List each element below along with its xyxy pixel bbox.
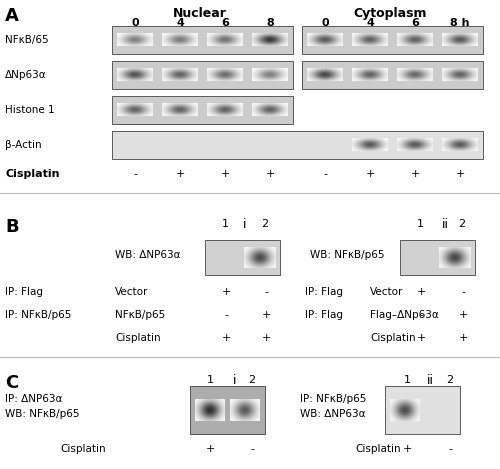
Bar — [112, 26, 293, 53]
Text: 1: 1 — [206, 375, 214, 385]
Text: 1: 1 — [416, 219, 424, 229]
Text: Cisplatin: Cisplatin — [355, 444, 401, 454]
Text: WB: ΔNP63α: WB: ΔNP63α — [300, 408, 366, 419]
Text: +: + — [222, 287, 230, 297]
Text: Histone 1: Histone 1 — [5, 106, 54, 115]
Text: +: + — [402, 444, 411, 454]
Text: IP: Flag: IP: Flag — [305, 310, 343, 320]
Text: 0: 0 — [321, 17, 329, 28]
Text: WB: ΔNP63α: WB: ΔNP63α — [115, 250, 180, 260]
Text: -: - — [461, 287, 465, 297]
Text: WB: NFκB/p65: WB: NFκB/p65 — [5, 408, 80, 419]
Bar — [112, 96, 293, 124]
Text: C: C — [5, 373, 18, 392]
Text: +: + — [456, 169, 464, 179]
Text: +: + — [458, 310, 468, 320]
Text: IP: NFκB/p65: IP: NFκB/p65 — [5, 310, 71, 320]
Text: +: + — [262, 310, 270, 320]
Text: -: - — [448, 444, 452, 454]
Text: +: + — [206, 444, 214, 454]
Text: -: - — [250, 444, 254, 454]
Text: Flag–ΔNp63α: Flag–ΔNp63α — [370, 310, 439, 320]
Text: 2: 2 — [458, 219, 466, 229]
Text: 1: 1 — [222, 219, 228, 229]
Bar — [190, 386, 265, 434]
Text: -: - — [323, 169, 327, 179]
Text: β-Actin: β-Actin — [5, 140, 42, 151]
Bar — [385, 386, 460, 434]
Text: 2: 2 — [446, 375, 454, 385]
Text: Vector: Vector — [115, 287, 148, 297]
Text: i: i — [233, 373, 237, 386]
Bar — [205, 241, 280, 275]
Text: A: A — [5, 7, 19, 25]
Text: 8 h: 8 h — [450, 17, 470, 28]
Text: +: + — [262, 333, 270, 343]
Text: +: + — [266, 169, 274, 179]
Text: -: - — [224, 310, 228, 320]
Text: +: + — [458, 333, 468, 343]
Text: Cisplatin: Cisplatin — [115, 333, 160, 343]
Text: ii: ii — [426, 373, 434, 386]
Text: 2: 2 — [262, 219, 268, 229]
Text: Cytoplasm: Cytoplasm — [353, 7, 427, 20]
Bar — [112, 61, 293, 89]
Bar — [302, 61, 483, 89]
Text: +: + — [222, 333, 230, 343]
Text: ΔNp63α: ΔNp63α — [5, 70, 46, 80]
Text: WB: NFκB/p65: WB: NFκB/p65 — [310, 250, 384, 260]
Bar — [112, 131, 483, 159]
Bar — [302, 26, 483, 53]
Text: i: i — [243, 219, 247, 231]
Text: IP: NFκB/p65: IP: NFκB/p65 — [300, 393, 366, 404]
Text: 0: 0 — [131, 17, 139, 28]
Text: B: B — [5, 219, 18, 236]
Text: Cisplatin: Cisplatin — [5, 169, 60, 179]
Text: -: - — [264, 287, 268, 297]
Text: Cisplatin: Cisplatin — [60, 444, 106, 454]
Text: 2: 2 — [248, 375, 256, 385]
Text: 6: 6 — [221, 17, 229, 28]
Text: 4: 4 — [176, 17, 184, 28]
Text: Cisplatin: Cisplatin — [370, 333, 416, 343]
Text: 1: 1 — [404, 375, 410, 385]
Text: NFκB/65: NFκB/65 — [5, 35, 49, 45]
Text: +: + — [176, 169, 184, 179]
Text: +: + — [220, 169, 230, 179]
Text: -: - — [133, 169, 137, 179]
Text: ii: ii — [442, 219, 448, 231]
Text: 4: 4 — [366, 17, 374, 28]
Text: Nuclear: Nuclear — [173, 7, 227, 20]
Text: +: + — [416, 333, 426, 343]
Text: IP: Flag: IP: Flag — [5, 287, 43, 297]
Text: 6: 6 — [411, 17, 419, 28]
Text: +: + — [366, 169, 374, 179]
Text: IP: ΔNP63α: IP: ΔNP63α — [5, 393, 62, 404]
Text: +: + — [410, 169, 420, 179]
Text: IP: Flag: IP: Flag — [305, 287, 343, 297]
Text: NFκB/p65: NFκB/p65 — [115, 310, 165, 320]
Bar — [400, 241, 475, 275]
Text: -: - — [419, 310, 423, 320]
Text: 8: 8 — [266, 17, 274, 28]
Text: Vector: Vector — [370, 287, 404, 297]
Text: +: + — [416, 287, 426, 297]
